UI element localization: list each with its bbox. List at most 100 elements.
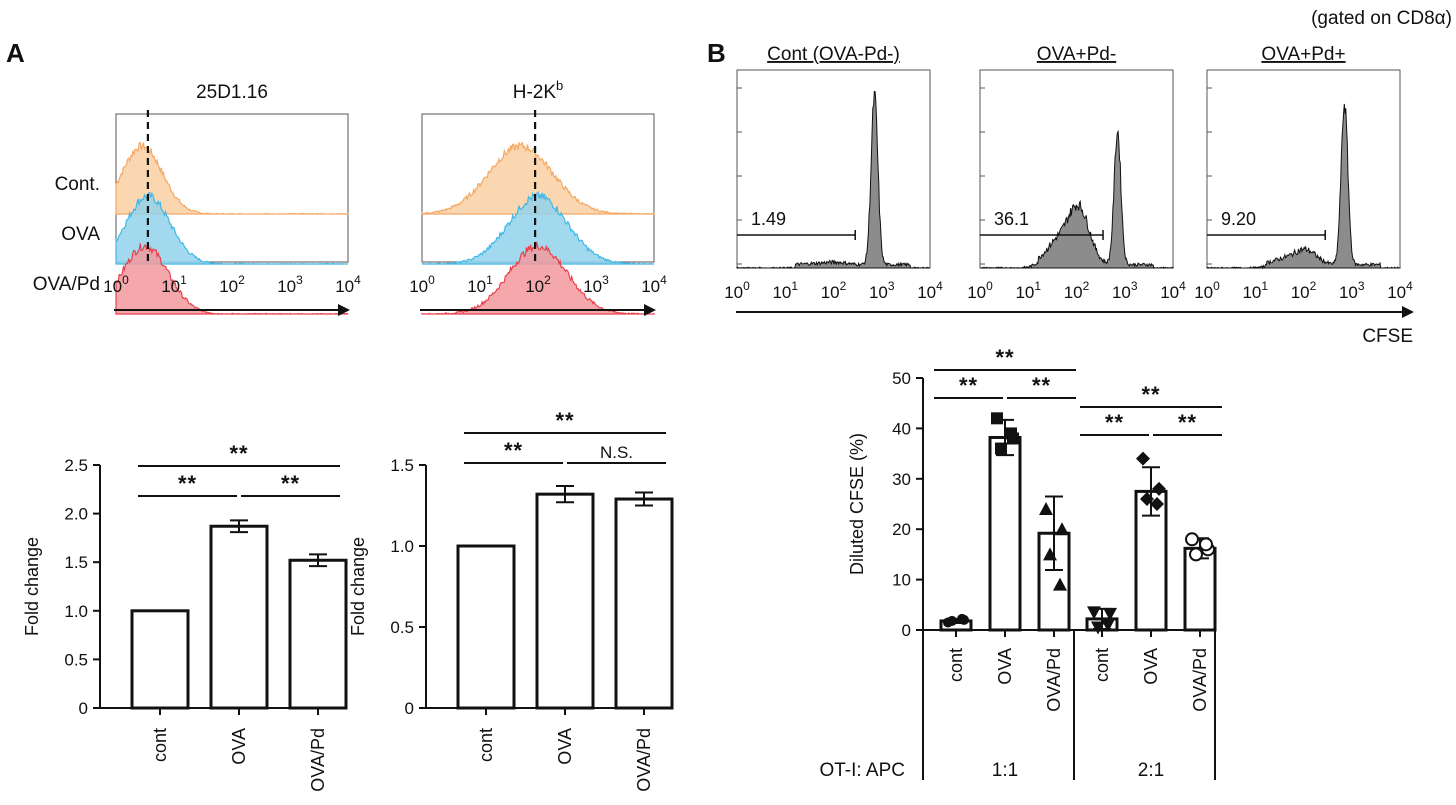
panel-b-label: B [707, 38, 726, 68]
b_bar-group-1-point-1-1 [1152, 481, 1166, 496]
b_bar-y-tick-2: 20 [892, 520, 911, 539]
b_hist-title-2: OVA+Pd+ [1261, 44, 1345, 65]
b_bar-group-1-point-2-0 [1185, 532, 1199, 547]
b_hist-x-tick-0-1: 101 [772, 279, 798, 302]
b_bar-group-1-point-0-2 [1091, 621, 1105, 635]
b_bar-group-axis-label: OT-I: APC [819, 760, 905, 781]
b_bar-group-0-sig-label-0: ** [959, 373, 978, 398]
b_hist-x-tick-1-3: 103 [1112, 279, 1138, 302]
b_bar-group-0-point-0-3 [957, 613, 967, 624]
b_bar-group-0-bar-1 [988, 435, 1022, 632]
a_hist_25d-row-label-1: OVA [61, 224, 100, 245]
b_hist-trace-1 [980, 129, 1174, 269]
b_bar-group-0-point-2-1 [1055, 522, 1069, 536]
a_bar_25d-y-tick-2: 1.0 [64, 602, 88, 621]
a_hist_h2kb-x-tick-2: 102 [525, 273, 551, 296]
b_hist-x-tick-0-0: 100 [724, 279, 750, 302]
b_bar-group-1-point-0-0 [1087, 606, 1101, 620]
a_bar_h2kb-category-2: OVA/Pd [634, 728, 654, 792]
b_bar-group-0-point-2-2 [1043, 547, 1057, 561]
a_hist_25d-x-tick-4: 104 [335, 273, 361, 296]
a_bar_25d-y-tick-4: 2.0 [64, 505, 88, 524]
b_bar-group-1-category-2: OVA/Pd [1190, 648, 1210, 712]
b_bar-group-1-sig-label-2: ** [1141, 382, 1160, 407]
b_hist-trace-2 [1206, 103, 1401, 270]
a_bar_25d-bar-2 [288, 558, 348, 710]
b_hist-x-tick-1-1: 101 [1015, 279, 1041, 302]
a_bar_25d-sig-label-1: ** [281, 471, 300, 496]
b_bar-group-1-label: 2:1 [1138, 760, 1164, 781]
b_bar-group-0-category-1: OVA [995, 648, 1015, 685]
a_bar_h2kb-bar-0 [456, 544, 516, 710]
a_hist_25d-x-tick-2: 102 [219, 273, 245, 296]
a_bar_h2kb-sig-label-1: N.S. [600, 443, 633, 462]
b_bar-group-0-category-0: cont [946, 648, 966, 682]
a_bar_25d-y-tick-5: 2.5 [64, 456, 88, 475]
b_bar-group-0-sig-label-2: ** [995, 345, 1014, 370]
b_hist-title-0: Cont (OVA-Pd-) [767, 44, 900, 65]
b_bar-y-tick-0: 0 [902, 621, 911, 640]
a_bar_h2kb-bar-2 [614, 497, 674, 710]
a_hist_h2kb-trace-0 [421, 141, 655, 215]
a_hist_25d-row-label-2: OVA/Pd [33, 274, 100, 295]
a_bar_h2kb-sig-label-0: ** [504, 438, 523, 463]
a_bar_h2kb-y-tick-2: 1.0 [390, 537, 414, 556]
b_hist-gate-value-0: 1.49 [751, 209, 786, 229]
a_hist_h2kb-x-tick-3: 103 [583, 273, 609, 296]
b_hist-x-tick-2-3: 103 [1339, 279, 1365, 302]
b_hist-x-label: CFSE [1362, 326, 1413, 347]
b_hist-x-tick-1-4: 104 [1160, 279, 1186, 302]
gating-note: (gated on CD8α) [1311, 8, 1452, 29]
a_bar_h2kb-y-tick-0: 0 [405, 699, 414, 718]
b_bar-group-0-point-1-3 [1005, 427, 1017, 440]
a_hist_25d-trace-2 [115, 243, 349, 315]
a_bar_25d-sig-label-0: ** [178, 471, 197, 496]
a_hist_h2kb-trace-1 [421, 190, 654, 265]
a_hist_25d-x-arrow-head [338, 304, 350, 316]
b_bar-group-1-category-0: cont [1092, 648, 1112, 682]
a_hist_25d-x-tick-0: 100 [103, 273, 129, 296]
a_hist_h2kb-trace-2 [421, 240, 655, 315]
a_hist_h2kb-title: H-2Kb [513, 78, 564, 103]
b_hist-x-tick-2-1: 101 [1242, 279, 1268, 302]
a_bar_h2kb-category-0: cont [476, 728, 496, 762]
b_hist-gate-value-2: 9.20 [1221, 209, 1256, 229]
b_bar-group-0-point-0-2 [947, 615, 957, 626]
a_bar_25d-category-0: cont [150, 728, 170, 762]
a_hist_h2kb-x-tick-0: 100 [409, 273, 435, 296]
a_bar_h2kb-sig-label-2: ** [555, 408, 574, 433]
b_bar-y-tick-4: 40 [892, 419, 911, 438]
a_bar_h2kb-category-1: OVA [555, 728, 575, 765]
b_bar-group-0-sig-label-1: ** [1032, 373, 1051, 398]
a_hist_25d-trace-1 [115, 191, 348, 265]
a_hist_25d-title: 25D1.16 [196, 82, 268, 103]
a_bar_25d-y-label: Fold change [22, 537, 42, 636]
a_hist_h2kb-x-arrow-head [644, 304, 656, 316]
b_hist-x-tick-0-2: 102 [821, 279, 847, 302]
b_bar-group-1-point-1-2 [1140, 491, 1154, 506]
b_hist-x-tick-2-0: 100 [1194, 279, 1220, 302]
a_bar_25d-sig-label-2: ** [229, 441, 248, 466]
b_bar-group-1-bar-2 [1183, 546, 1217, 632]
a_bar_25d-category-1: OVA [229, 728, 249, 765]
b_bar-group-1-point-1-3 [1150, 497, 1164, 511]
b_bar-group-1-sig-label-0: ** [1105, 410, 1124, 435]
b_hist-frame-2 [1206, 69, 1401, 269]
b_bar-y-tick-3: 30 [892, 470, 911, 489]
a_bar_h2kb-bar-1 [535, 492, 595, 710]
a_hist_h2kb-x-tick-4: 104 [641, 273, 667, 296]
a_bar_h2kb-y-tick-1: 0.5 [390, 618, 414, 637]
b_bar-group-1-category-1: OVA [1141, 648, 1161, 685]
b_bar-group-1-point-2-3 [1199, 537, 1213, 552]
a_bar_25d-y-tick-1: 0.5 [64, 650, 88, 669]
a_hist_25d-x-tick-3: 103 [277, 273, 303, 296]
b_bar-group-1-sig-label-1: ** [1178, 410, 1197, 435]
a_hist_25d-x-tick-1: 101 [161, 273, 187, 296]
b_hist-x-tick-0-4: 104 [917, 279, 943, 302]
a_hist_h2kb-x-tick-1: 101 [467, 273, 493, 296]
b_hist-x-tick-1-0: 100 [967, 279, 993, 302]
b_hist-frame-0 [736, 69, 931, 269]
a_bar_25d-bar-0 [130, 609, 190, 710]
